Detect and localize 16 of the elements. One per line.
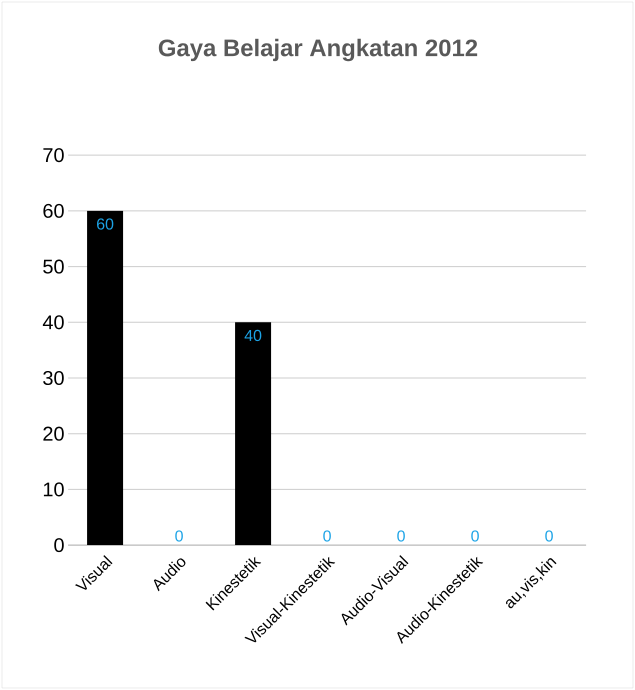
y-tick-label: 40 [42, 315, 64, 330]
data-label: 0 [175, 530, 183, 542]
y-tick-label: 60 [43, 204, 64, 218]
data-label: 0 [471, 530, 479, 542]
y-tick-label: 10 [44, 482, 64, 496]
data-label: 60 [97, 218, 114, 230]
data-label: 40 [244, 330, 262, 342]
data-label: 0 [397, 530, 405, 542]
chart-title: Gaya Belajar Angkatan 2012 [158, 38, 478, 62]
y-tick-label: 30 [43, 370, 64, 386]
y-tick-label: 50 [43, 260, 64, 274]
data-label: 0 [545, 530, 553, 542]
y-tick-label: 0 [54, 538, 64, 552]
data-label: 0 [323, 530, 331, 542]
y-tick-label: 70 [43, 148, 64, 162]
y-tick-label: 20 [43, 426, 64, 441]
